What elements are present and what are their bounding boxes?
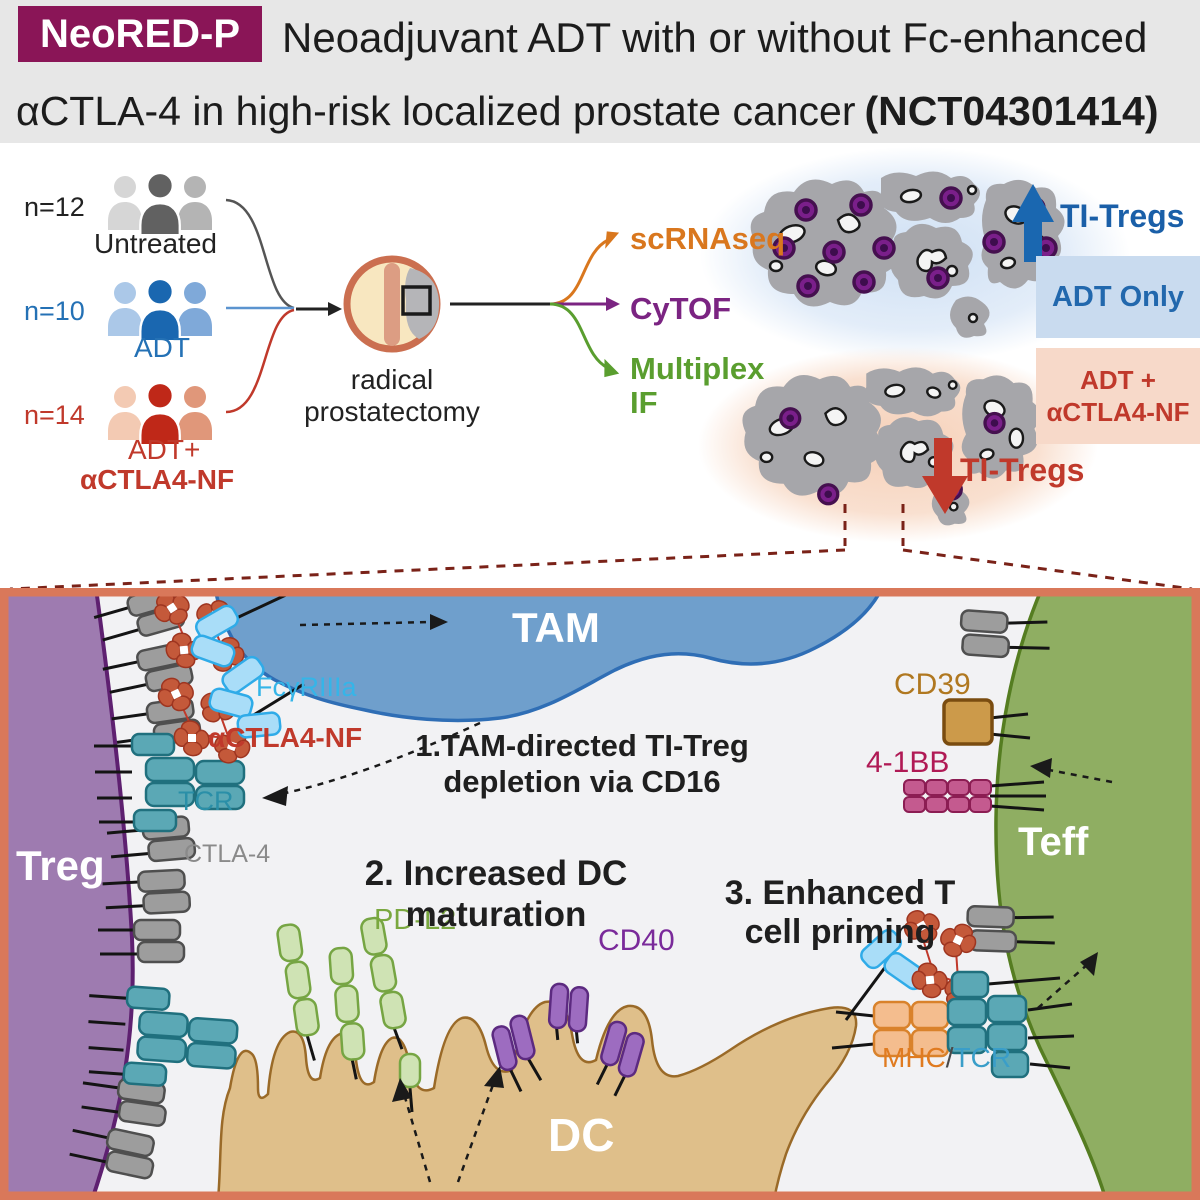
mhc-label: MHC <box>882 1042 946 1073</box>
step3-text: 3. Enhanced T cell priming <box>724 874 956 952</box>
tcr-teff-label: TCR <box>953 1042 1012 1073</box>
untreated-group-icon <box>108 171 212 234</box>
assay-branches <box>450 231 620 378</box>
priming-antibody <box>844 903 985 1021</box>
group-label-combo2: αCTLA4-NF <box>80 464 235 495</box>
pdl2-label: PD-L2 <box>374 904 457 936</box>
trial-number: (NCT04301414) <box>864 88 1159 134</box>
combo-box-line1: ADT + <box>1080 364 1156 395</box>
mechanism-panel: TAM Treg Teff DC FcγRIIIa αCTLA4-NF TCR … <box>0 588 1200 1200</box>
magnification-callout <box>9 504 1193 588</box>
tcr-cluster-upper <box>94 732 246 833</box>
mhc-cluster <box>831 1000 950 1058</box>
4-1bb-receptor <box>903 779 1046 813</box>
title-line2-text: αCTLA-4 in high-risk localized prostate … <box>16 88 856 134</box>
assay-multiplex-if: Multiplex IF <box>630 351 765 421</box>
ti-treg-down-arrow <box>922 438 968 514</box>
biopsy-region-box <box>401 285 432 316</box>
tcr-label: TCR <box>178 786 234 816</box>
cd39-receptor <box>942 698 1031 746</box>
pdl2-receptors <box>276 916 422 1113</box>
procedure-line2: prostatectomy <box>304 396 480 428</box>
tcr-teff-cluster <box>946 970 1075 1079</box>
group-label-adt: ADT <box>134 332 190 363</box>
tam-label: TAM <box>512 604 600 651</box>
teff-receptors-mid <box>966 904 1055 953</box>
tam-cell-shape <box>215 588 882 721</box>
adt-only-box: ADT Only <box>1036 256 1200 338</box>
dc-maturation-arrows <box>392 1066 504 1183</box>
priming-arrow <box>1037 952 1098 1009</box>
step2-text: 2. Increased DC maturation <box>364 854 628 934</box>
cd40-receptors <box>491 982 645 1097</box>
title-line2: αCTLA-4 in high-risk localized prostate … <box>16 88 1159 135</box>
group-connectors <box>225 198 342 414</box>
teff-label: Teff <box>1018 820 1089 864</box>
title-line1: Neoadjuvant ADT with or without Fc-enhan… <box>282 14 1148 61</box>
treg-cell-shape <box>0 588 133 1200</box>
mhc-tcr-label: MHC/TCR <box>882 1042 1011 1074</box>
ctla4-receptors <box>69 588 202 1180</box>
tam-entry-arrow <box>299 614 448 630</box>
4-1bb-label: 4-1BB <box>866 746 950 779</box>
dc-label: DC <box>548 1109 615 1161</box>
ti-tregs-down-label: TI-Tregs <box>960 452 1085 488</box>
group-n-combo: n=14 <box>24 400 85 430</box>
cd40-label: CD40 <box>598 924 675 957</box>
procedure-line1: radical <box>350 364 434 395</box>
actla4nf-label: αCTLA4-NF <box>208 722 363 753</box>
ctla4-label: CTLA-4 <box>184 840 271 868</box>
combo-box: ADT + αCTLA4-NF <box>1036 348 1200 444</box>
adt-group-icon <box>108 277 212 340</box>
combo-box-line2: αCTLA4-NF <box>1046 397 1190 427</box>
teff-entry-arrow <box>1030 758 1113 784</box>
step1-text: 1.TAM-directed TI-Treg depletion via CD1… <box>415 728 749 799</box>
group-n-adt: n=10 <box>24 296 85 326</box>
procedure-label: radical prostatectomy <box>292 364 492 428</box>
cd39-label: CD39 <box>894 668 971 701</box>
study-design-art <box>9 147 1193 588</box>
group-label-untreated: Untreated <box>94 228 217 259</box>
mhc-tcr-slash: / <box>945 1042 954 1073</box>
panel-border <box>0 588 1200 1200</box>
fcgriiia-label: FcγRIIIa <box>256 672 357 702</box>
assay-cytof: CyTOF <box>630 291 732 326</box>
teff-cell-shape <box>995 588 1200 1200</box>
teff-receptors-top <box>959 609 1050 659</box>
group-label-combo: ADT+ <box>128 434 201 465</box>
combo-group-icon <box>108 381 212 444</box>
fcgriiia-receptors <box>190 592 305 739</box>
ti-tregs-up-label: TI-Tregs <box>1060 198 1185 234</box>
tcr-cluster-lower <box>88 985 239 1087</box>
dc-cell-shape <box>216 1000 858 1200</box>
prostate-icon <box>343 255 441 353</box>
trial-badge: NeoRED-P <box>18 6 262 62</box>
assay-scrnaseq: scRNAseq <box>630 221 786 256</box>
ti-treg-up-arrow <box>1012 184 1054 262</box>
treg-label: Treg <box>16 842 105 889</box>
group-n-untreated: n=12 <box>24 192 85 222</box>
tam-to-treg-arrow <box>262 721 481 806</box>
mechanism-art <box>0 588 1200 1200</box>
